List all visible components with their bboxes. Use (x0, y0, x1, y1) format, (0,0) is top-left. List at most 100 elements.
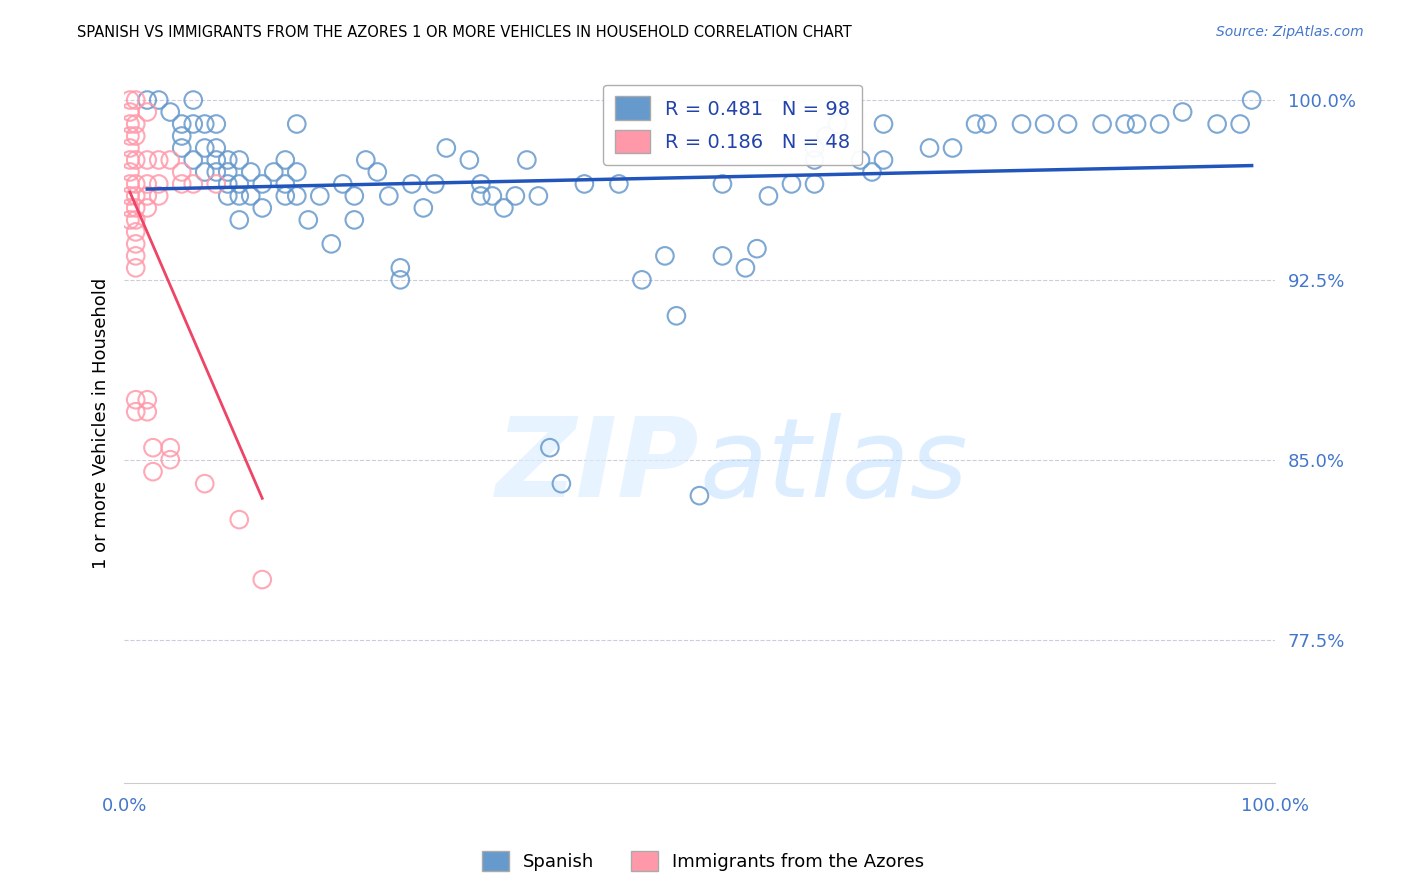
Point (711, 249, 734, 263)
Point (1171, 105, 1194, 120)
Point (159, 452, 181, 467)
Point (285, 165, 308, 179)
Point (228, 513, 250, 527)
Point (274, 189, 297, 203)
Point (631, 273, 654, 287)
Point (814, 128, 837, 143)
Point (1011, 117, 1033, 131)
Point (217, 189, 239, 203)
Point (481, 189, 503, 203)
Point (860, 165, 883, 179)
Point (170, 177, 193, 191)
Point (159, 441, 181, 455)
Point (734, 260, 756, 275)
Point (136, 93, 159, 107)
Point (118, 201, 141, 215)
Point (354, 153, 377, 167)
Point (125, 213, 148, 227)
Point (136, 392, 159, 407)
Text: atlas: atlas (699, 413, 969, 520)
Legend: R = 0.481   N = 98, R = 0.186   N = 48: R = 0.481 N = 98, R = 0.186 N = 48 (603, 85, 862, 165)
Point (252, 177, 274, 191)
Point (118, 165, 141, 179)
Point (148, 153, 170, 167)
Point (217, 165, 239, 179)
Point (401, 177, 423, 191)
Point (285, 117, 308, 131)
Point (125, 405, 148, 419)
Point (1056, 117, 1078, 131)
Point (194, 476, 217, 491)
Text: ZIP: ZIP (496, 413, 699, 520)
Point (492, 201, 515, 215)
Point (285, 189, 308, 203)
Point (550, 476, 572, 491)
Point (159, 153, 181, 167)
Point (343, 189, 366, 203)
Point (803, 141, 825, 155)
Point (332, 177, 354, 191)
Point (118, 189, 141, 203)
Point (308, 189, 330, 203)
Point (252, 573, 274, 587)
Point (745, 242, 768, 256)
Point (217, 177, 239, 191)
Point (142, 465, 165, 479)
Point (758, 189, 780, 203)
Point (194, 165, 217, 179)
Point (918, 141, 941, 155)
Point (118, 93, 141, 107)
Point (239, 189, 262, 203)
Point (470, 189, 492, 203)
Point (136, 177, 159, 191)
Point (941, 141, 963, 155)
Point (688, 489, 710, 503)
Point (574, 177, 596, 191)
Point (217, 153, 239, 167)
Point (125, 189, 148, 203)
Point (412, 201, 434, 215)
Point (125, 249, 148, 263)
Point (228, 213, 250, 227)
Point (976, 117, 998, 131)
Point (607, 177, 630, 191)
Point (194, 141, 217, 155)
Point (125, 260, 148, 275)
Point (654, 249, 676, 263)
Point (125, 201, 148, 215)
Point (665, 309, 688, 323)
Point (389, 260, 412, 275)
Point (389, 273, 412, 287)
Point (205, 165, 228, 179)
Point (470, 177, 492, 191)
Point (136, 405, 159, 419)
Point (228, 189, 250, 203)
Point (378, 189, 401, 203)
Y-axis label: 1 or more Vehicles in Household: 1 or more Vehicles in Household (93, 278, 110, 569)
Legend: Spanish, Immigrants from the Azores: Spanish, Immigrants from the Azores (474, 844, 932, 879)
Point (205, 177, 228, 191)
Point (780, 177, 803, 191)
Point (170, 165, 193, 179)
Point (159, 105, 181, 120)
Point (125, 153, 148, 167)
Point (849, 153, 872, 167)
Point (1229, 117, 1251, 131)
Point (136, 153, 159, 167)
Point (118, 105, 141, 120)
Point (252, 201, 274, 215)
Point (148, 189, 170, 203)
Point (516, 153, 538, 167)
Point (1033, 117, 1056, 131)
Point (872, 117, 894, 131)
Point (1240, 93, 1263, 107)
Point (228, 177, 250, 191)
Point (118, 117, 141, 131)
Point (142, 441, 165, 455)
Point (1114, 117, 1136, 131)
Point (1091, 117, 1114, 131)
Point (125, 117, 148, 131)
Point (125, 177, 148, 191)
Point (1206, 117, 1229, 131)
Point (170, 117, 193, 131)
